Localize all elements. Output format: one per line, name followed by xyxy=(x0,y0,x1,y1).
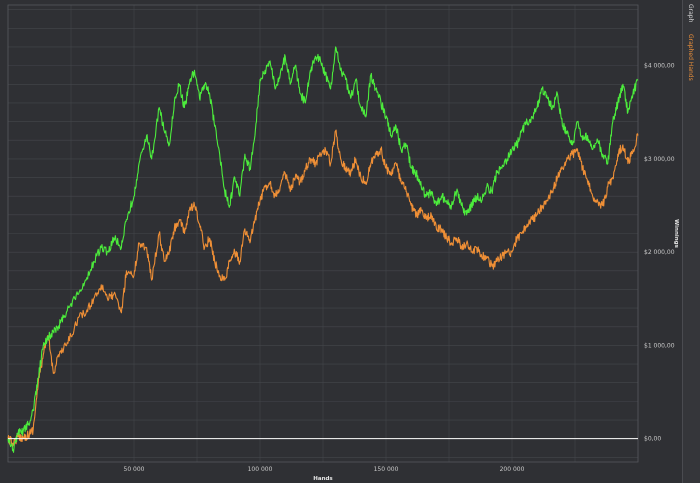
y-tick-label: $4 000,00 xyxy=(644,63,675,70)
x-tick-label: 100 000 xyxy=(248,466,273,473)
series-line-orange xyxy=(7,129,639,448)
x-tick-label: 50 000 xyxy=(124,466,145,473)
tab-graph[interactable]: Graph xyxy=(687,4,694,23)
x-tick-label: 150 000 xyxy=(374,466,399,473)
x-axis-title: Hands xyxy=(313,476,333,482)
tab-graphed-hands[interactable]: Graphed Hands xyxy=(687,34,694,81)
y-tick-label: $2 000,00 xyxy=(644,249,675,256)
series-line-green xyxy=(7,46,639,453)
y-axis-title: Winnings xyxy=(673,219,679,249)
y-tick-label: $3 000,00 xyxy=(644,156,675,163)
x-tick-label: 200 000 xyxy=(500,466,525,473)
winnings-chart: 50 000 100 000 150 000 200 000 $0,00 $1 000,0… xyxy=(7,4,679,482)
y-tick-label: $1 000,00 xyxy=(644,342,675,349)
sidebar: Graph Graphed Hands xyxy=(682,0,700,483)
y-tick-label: $0,00 xyxy=(644,436,661,443)
plot-border xyxy=(7,4,639,463)
